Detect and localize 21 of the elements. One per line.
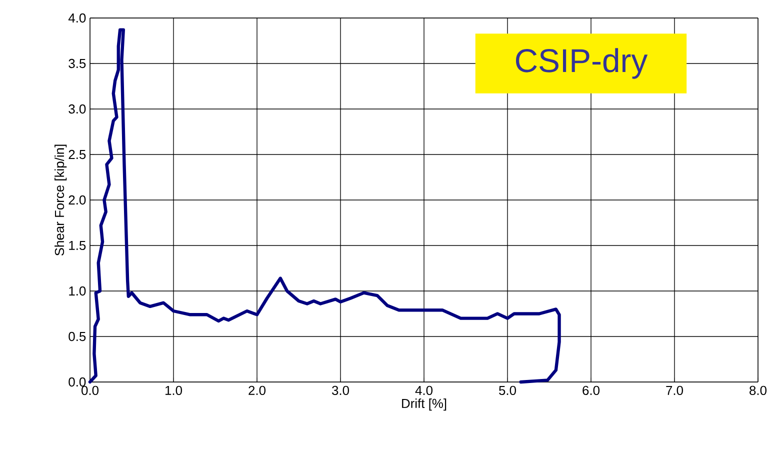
y-axis-title: Shear Force [kip/in] [54, 144, 67, 256]
annotation: CSIP-dry [516, 48, 648, 79]
y-tick-label: 0.0 [68, 377, 86, 387]
x-tick-label: 4.0 [415, 386, 433, 396]
y-tick-label: 1.5 [69, 240, 86, 250]
x-tick-label: 8.0 [750, 386, 767, 396]
y-tick-label: 1.0 [69, 286, 86, 296]
x-tick-label: 0.0 [82, 386, 99, 396]
y-tick-label: 2.5 [68, 150, 86, 160]
y-tick-label: 4.0 [68, 13, 86, 23]
x-tick-label: 6.0 [582, 386, 600, 396]
y-tick-label: 3.5 [68, 58, 86, 68]
y-tick-label: 0.5 [68, 332, 86, 342]
y-tick-label: 2.0 [68, 195, 86, 205]
x-tick-label: 2.0 [248, 386, 266, 396]
x-tick-label: 7.0 [666, 386, 684, 396]
x-tick-label: 3.0 [332, 386, 350, 396]
x-tick-label: 5.0 [499, 386, 516, 396]
x-tick-label: 1.0 [165, 386, 182, 396]
y-tick-label: 3.0 [68, 104, 86, 114]
x-axis-title: Drift [%] [402, 398, 446, 411]
